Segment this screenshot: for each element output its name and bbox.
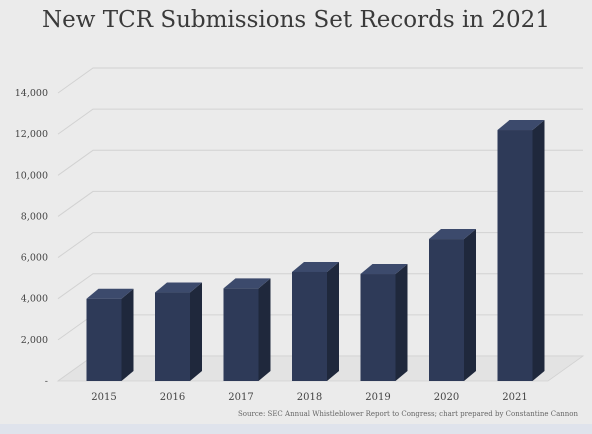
bar-top xyxy=(292,261,339,272)
bar-side xyxy=(532,120,545,382)
bar-2016 xyxy=(155,282,202,381)
bar-side xyxy=(121,288,134,381)
bar-side xyxy=(395,264,408,381)
y-tick-label: 12,000 xyxy=(15,129,48,140)
x-tick-label: 2020 xyxy=(434,392,459,403)
y-tick-label: 14,000 xyxy=(15,88,48,99)
gridline xyxy=(57,190,583,217)
bar-front xyxy=(86,298,122,381)
gridline xyxy=(57,273,583,300)
bar-2020 xyxy=(429,229,476,381)
gridline xyxy=(57,108,583,135)
x-tick-label: 2017 xyxy=(228,392,253,403)
bar-top xyxy=(429,229,476,240)
bar-side xyxy=(258,278,271,381)
bar-top xyxy=(497,120,545,131)
bar-2015 xyxy=(86,288,134,381)
bar-2019 xyxy=(360,264,408,381)
bar-top xyxy=(86,288,134,299)
y-tick-label: 10,000 xyxy=(15,170,48,181)
y-tick-label: 8,000 xyxy=(21,211,48,222)
x-tick-label: 2018 xyxy=(297,392,322,403)
bar-top xyxy=(360,264,408,275)
bar-2021 xyxy=(497,120,545,382)
gridlines xyxy=(57,67,583,382)
x-tick-label: 2021 xyxy=(502,392,527,403)
bar-top xyxy=(223,278,271,289)
bars xyxy=(86,120,545,382)
bar-front xyxy=(429,239,464,381)
bar-front xyxy=(497,130,533,381)
bar-side xyxy=(327,261,339,381)
bar-2017 xyxy=(223,278,271,381)
bar-front xyxy=(360,274,396,381)
gridline xyxy=(57,232,583,258)
y-axis-ticks: - 2,000 4,000 6,000 8,000 10,000 12,000 14,000 xyxy=(15,88,48,387)
gridline xyxy=(57,67,583,94)
y-tick-label: 6,000 xyxy=(21,253,48,264)
bar-2018 xyxy=(292,261,339,381)
source-note: Source: SEC Annual Whistleblower Report … xyxy=(238,410,578,418)
y-tick-label: 4,000 xyxy=(21,294,48,305)
bar-side xyxy=(190,282,202,381)
gridline xyxy=(57,149,583,176)
x-axis-ticks: 2015 2016 2017 2018 2019 2020 2021 xyxy=(91,392,527,403)
x-tick-label: 2016 xyxy=(160,392,185,403)
footer-band xyxy=(0,424,592,434)
x-tick-label: 2019 xyxy=(365,392,390,403)
bar-front xyxy=(155,292,190,381)
y-tick-label: - xyxy=(45,376,48,387)
bar-front xyxy=(292,271,327,381)
y-tick-label: 2,000 xyxy=(21,335,48,346)
bar-front xyxy=(223,288,259,381)
bar-top xyxy=(155,282,202,293)
x-tick-label: 2015 xyxy=(91,392,116,403)
bar-side xyxy=(464,229,476,381)
chart-title: New TCR Submissions Set Records in 2021 xyxy=(42,7,550,33)
